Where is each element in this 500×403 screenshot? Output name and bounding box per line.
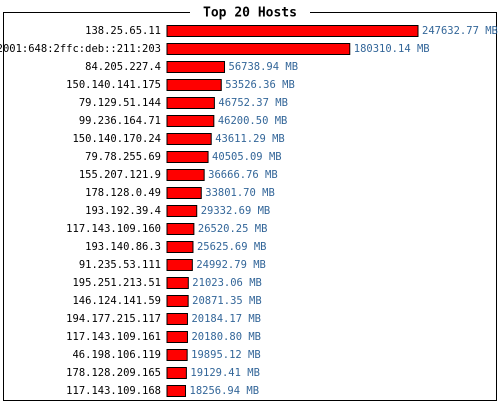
host-label: 46.198.106.119 [72, 349, 161, 361]
host-label: 150.140.141.175 [66, 79, 161, 91]
host-label: 193.192.39.4 [85, 205, 161, 217]
value-label: 25625.69 MB [197, 241, 267, 253]
bar [166, 115, 215, 127]
host-label: 138.25.65.11 [85, 25, 161, 37]
value-label: 19129.41 MB [190, 367, 260, 379]
value-label: 46200.50 MB [218, 115, 288, 127]
bar [166, 223, 195, 235]
value-label: 21023.06 MB [192, 277, 262, 289]
host-label: 79.78.255.69 [85, 151, 161, 163]
host-label: 91.235.53.111 [79, 259, 161, 271]
host-label: 84.205.227.4 [85, 61, 161, 73]
bar [166, 133, 212, 145]
bar [166, 349, 188, 361]
value-label: 247632.77 MB [422, 25, 498, 37]
value-label: 20180.80 MB [191, 331, 261, 343]
bar [166, 331, 188, 343]
value-label: 18256.94 MB [190, 385, 260, 397]
bar [166, 385, 187, 397]
host-label: 195.251.213.51 [72, 277, 161, 289]
value-label: 46752.37 MB [218, 97, 288, 109]
bar [166, 205, 198, 217]
host-label: 150.140.170.24 [72, 133, 161, 145]
bar [166, 97, 215, 109]
host-label: 117.143.109.168 [66, 385, 161, 397]
bar [166, 367, 187, 379]
value-label: 29332.69 MB [201, 205, 271, 217]
bar [166, 61, 226, 73]
bar [166, 151, 209, 163]
chart-title: Top 20 Hosts [203, 6, 297, 21]
host-label: 2001:648:2ffc:deb::211:203 [0, 43, 161, 55]
value-label: 26520.25 MB [198, 223, 268, 235]
value-label: 19895.12 MB [191, 349, 261, 361]
host-label: 178.128.0.49 [85, 187, 161, 199]
host-label: 194.177.215.117 [66, 313, 161, 325]
host-label: 178.128.209.165 [66, 367, 161, 379]
value-label: 33801.70 MB [205, 187, 275, 199]
value-label: 36666.76 MB [208, 169, 278, 181]
value-label: 180310.14 MB [354, 43, 430, 55]
bar [166, 187, 202, 199]
bar [166, 277, 189, 289]
value-label: 20184.17 MB [191, 313, 261, 325]
value-label: 40505.09 MB [212, 151, 282, 163]
host-label: 193.140.86.3 [85, 241, 161, 253]
value-label: 53526.36 MB [225, 79, 295, 91]
bar [166, 25, 419, 37]
value-label: 24992.79 MB [196, 259, 266, 271]
value-label: 56738.94 MB [229, 61, 299, 73]
host-label: 99.236.164.71 [79, 115, 161, 127]
host-label: 146.124.141.59 [72, 295, 161, 307]
host-label: 79.129.51.144 [79, 97, 161, 109]
value-label: 20871.35 MB [192, 295, 262, 307]
host-label: 117.143.109.160 [66, 223, 161, 235]
bar [166, 169, 205, 181]
title-backdrop [190, 4, 310, 22]
bar [166, 43, 351, 55]
bar [166, 295, 189, 307]
bar [166, 241, 194, 253]
host-label: 155.207.121.9 [79, 169, 161, 181]
bar [166, 259, 193, 271]
host-label: 117.143.109.161 [66, 331, 161, 343]
bar [166, 79, 222, 91]
value-label: 43611.29 MB [215, 133, 285, 145]
bar [166, 313, 188, 325]
